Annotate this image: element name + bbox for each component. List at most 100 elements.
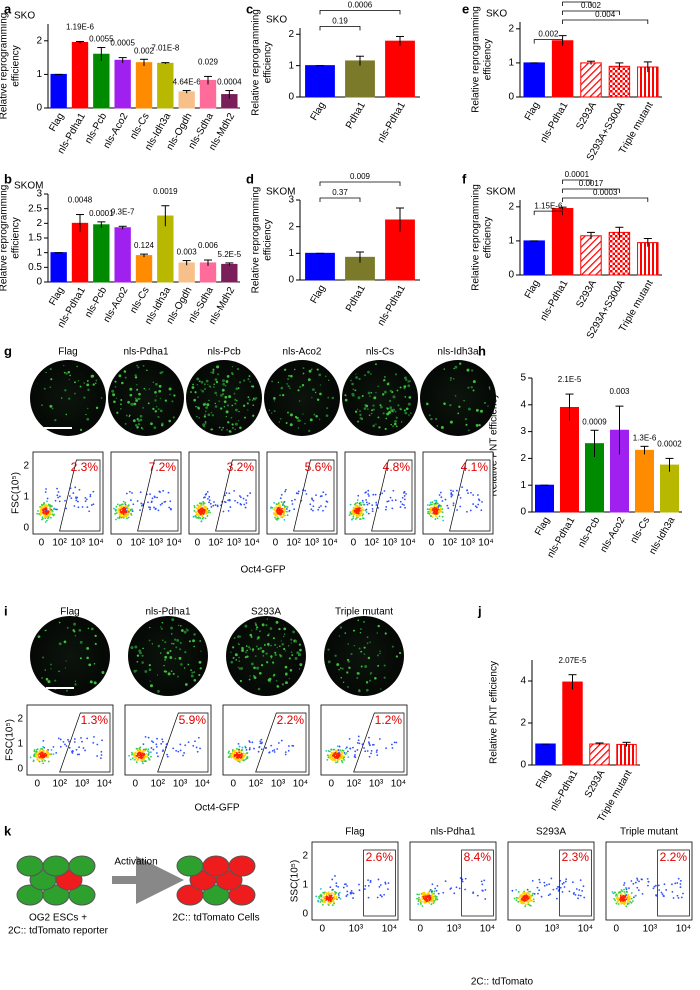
colony-speck bbox=[128, 414, 131, 417]
flow-dot bbox=[41, 509, 44, 512]
gate-percent: 5.9% bbox=[179, 713, 207, 727]
colony-image bbox=[342, 360, 418, 436]
colony-speck bbox=[272, 637, 275, 640]
colony-speck bbox=[475, 408, 479, 412]
colony-speck bbox=[403, 387, 406, 390]
flow-dot bbox=[383, 490, 386, 492]
colony-speck bbox=[79, 657, 82, 660]
flow-dot bbox=[429, 501, 432, 504]
flow-dot bbox=[444, 880, 447, 883]
condition-label: nls-Pdha1 bbox=[123, 347, 168, 358]
colony-speck bbox=[114, 380, 117, 383]
colony-speck bbox=[222, 426, 224, 429]
p-value: 0.003 bbox=[609, 387, 630, 396]
colony-speck bbox=[290, 374, 293, 378]
colony-speck bbox=[284, 368, 287, 371]
flow-dot bbox=[426, 893, 428, 896]
flow-dot bbox=[50, 505, 53, 507]
colony-speck bbox=[278, 627, 281, 631]
flow-dot bbox=[228, 492, 231, 495]
y-tick-label: 2 bbox=[36, 35, 42, 46]
flow-dot bbox=[438, 494, 441, 496]
flow-dot bbox=[47, 760, 50, 763]
flow-dot bbox=[139, 749, 142, 752]
flow-dot bbox=[452, 502, 455, 505]
flow-dot bbox=[359, 518, 362, 521]
flow-dot bbox=[515, 896, 518, 899]
colony-speck bbox=[341, 667, 344, 670]
flow-dot bbox=[205, 510, 208, 513]
colony-speck bbox=[393, 422, 397, 426]
colony-speck bbox=[233, 637, 236, 640]
flow-dot bbox=[630, 892, 633, 894]
y-axis-label: SSC(10⁵) bbox=[290, 860, 301, 903]
flow-dot bbox=[78, 488, 81, 491]
colony-speck bbox=[256, 626, 259, 629]
colony-speck bbox=[214, 378, 218, 382]
colony-speck bbox=[184, 650, 187, 654]
flow-dot bbox=[616, 901, 619, 904]
colony-speck bbox=[363, 407, 367, 410]
flow-dot bbox=[341, 761, 344, 764]
y-axis-label: FSC(10⁵) bbox=[5, 719, 16, 761]
panel-letter: f bbox=[462, 171, 467, 186]
p-value: 0.0004 bbox=[217, 78, 242, 87]
colony-speck bbox=[232, 656, 235, 659]
gate bbox=[449, 459, 491, 532]
flow-dot bbox=[436, 517, 439, 520]
flow-dot bbox=[619, 891, 622, 893]
colony-speck bbox=[249, 648, 251, 650]
colony-speck bbox=[263, 644, 266, 646]
flow-dot bbox=[423, 900, 426, 902]
flow-dot bbox=[122, 500, 125, 503]
flow-dot bbox=[127, 512, 130, 515]
significance-bracket bbox=[533, 39, 563, 44]
y-axis-label: Relative reprogramming bbox=[251, 187, 262, 294]
colony-speck bbox=[205, 410, 207, 413]
colony-speck bbox=[463, 400, 465, 402]
colony-speck bbox=[265, 624, 268, 627]
colony-speck bbox=[258, 630, 261, 633]
gate-percent: 1.2% bbox=[375, 713, 403, 727]
flow-dot bbox=[338, 896, 340, 899]
colony-speck bbox=[50, 668, 52, 670]
colony-speck bbox=[238, 656, 240, 659]
colony-speck bbox=[359, 417, 363, 420]
flow-dot bbox=[430, 890, 433, 893]
flow-dot bbox=[423, 891, 426, 894]
y-tick-label: 2 bbox=[17, 714, 23, 725]
flow-dot bbox=[441, 500, 444, 502]
colony-speck bbox=[154, 410, 158, 413]
flow-dot bbox=[42, 502, 45, 504]
flow-dot bbox=[146, 750, 149, 753]
flow-dot bbox=[435, 511, 438, 514]
flow-dot bbox=[617, 903, 620, 905]
colony-speck bbox=[193, 633, 196, 636]
flow-dot bbox=[417, 903, 420, 905]
flow-dot bbox=[261, 741, 263, 744]
colony-speck bbox=[361, 394, 364, 397]
colony-speck bbox=[74, 635, 77, 637]
flow-dot bbox=[245, 499, 247, 502]
colony-speck bbox=[483, 401, 487, 405]
flow-dot bbox=[477, 494, 479, 496]
flow-dot bbox=[148, 751, 150, 754]
colony-speck bbox=[269, 681, 272, 683]
flow-dot bbox=[239, 496, 242, 499]
colony-speck bbox=[241, 646, 244, 650]
colony-speck bbox=[224, 384, 227, 387]
y-tick-label: 0.5 bbox=[28, 262, 42, 273]
colony-speck bbox=[147, 402, 150, 405]
colony-speck bbox=[352, 388, 355, 391]
flow-dot bbox=[446, 504, 449, 507]
flow-dot bbox=[334, 756, 337, 758]
colony-speck bbox=[249, 633, 253, 637]
flow-dot bbox=[477, 498, 480, 501]
flow-dot bbox=[311, 497, 313, 500]
bar bbox=[660, 464, 679, 513]
flow-dot bbox=[56, 494, 59, 497]
y-axis-label: Relative reprogramming bbox=[0, 185, 10, 292]
bar bbox=[93, 224, 110, 283]
flow-dot bbox=[434, 898, 437, 901]
flow-dot bbox=[429, 888, 432, 891]
